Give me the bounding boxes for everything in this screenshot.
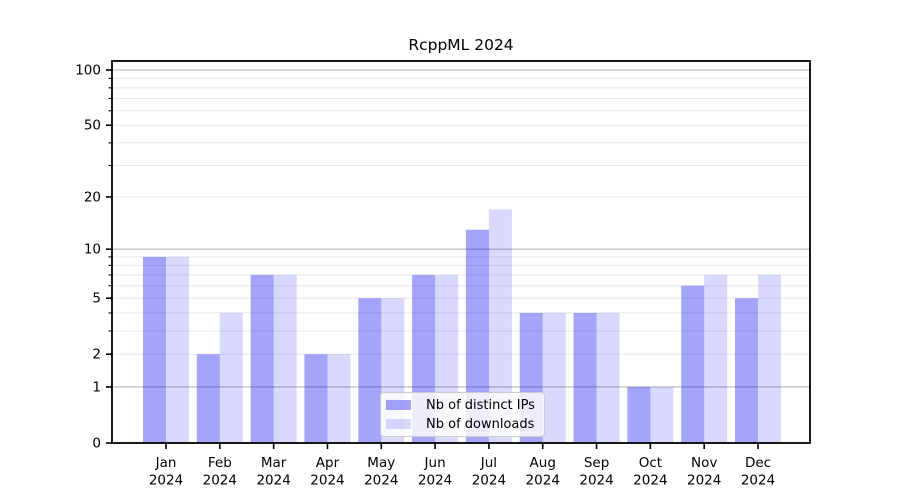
bar-downloads-mar — [273, 274, 297, 443]
legend-item-distinct-ips: Nb of distinct IPs — [386, 397, 536, 413]
bar-distinct-ips-jul — [465, 229, 489, 443]
bar-distinct-ips-nov — [681, 285, 705, 443]
chart-title: RcppML 2024 — [408, 36, 514, 54]
bar-distinct-ips-dec — [735, 298, 758, 443]
y-tick-label: 20 — [84, 189, 101, 205]
bar-downloads-nov — [704, 274, 728, 443]
y-tick-label: 10 — [84, 242, 101, 258]
bar-distinct-ips-mar — [250, 274, 274, 443]
y-tick-label: 50 — [84, 118, 101, 134]
y-tick-label: 2 — [92, 347, 101, 363]
x-tick-label: Aug 2024 — [526, 455, 560, 489]
bar-distinct-ips-may — [358, 298, 382, 443]
legend-swatch-distinct-ips-icon — [386, 400, 411, 410]
y-tick-label: 5 — [92, 291, 101, 307]
legend: Nb of distinct IPs Nb of downloads — [380, 392, 545, 437]
bar-downloads-jan — [166, 256, 189, 443]
x-tick-label: Apr 2024 — [310, 455, 344, 489]
legend-item-downloads: Nb of downloads — [386, 416, 536, 432]
legend-label-distinct-ips: Nb of distinct IPs — [426, 397, 535, 413]
legend-label-downloads: Nb of downloads — [426, 416, 535, 432]
bar-downloads-apr — [327, 354, 351, 443]
x-tick-label: Dec 2024 — [741, 455, 775, 489]
bar-downloads-sep — [596, 312, 620, 443]
bar-distinct-ips-sep — [573, 312, 597, 443]
bar-downloads-aug — [542, 312, 566, 443]
x-tick-label: Jun 2024 — [418, 455, 452, 489]
y-tick-label: 100 — [75, 63, 101, 79]
bar-distinct-ips-apr — [304, 354, 328, 443]
x-tick-label: Jan 2024 — [149, 455, 183, 489]
plot-frame — [111, 60, 811, 444]
x-tick-label: Sep 2024 — [579, 455, 613, 489]
x-tick-label: Jul 2024 — [472, 455, 506, 489]
bar-downloads-oct — [650, 386, 674, 443]
bar-downloads-dec — [758, 274, 781, 443]
x-tick-label: Nov 2024 — [687, 455, 721, 489]
x-tick-label: Feb 2024 — [203, 455, 237, 489]
x-tick-label: Oct 2024 — [633, 455, 667, 489]
bar-distinct-ips-feb — [196, 354, 220, 443]
bar-downloads-feb — [219, 312, 243, 443]
bar-downloads-jul — [488, 209, 512, 443]
y-tick-label: 1 — [92, 379, 101, 395]
x-tick-label: Mar 2024 — [256, 455, 290, 489]
bar-distinct-ips-jan — [143, 256, 166, 443]
y-tick-label: 0 — [92, 436, 101, 452]
x-tick-label: May 2024 — [364, 455, 398, 489]
bar-distinct-ips-oct — [627, 386, 651, 443]
legend-swatch-downloads-icon — [386, 419, 411, 429]
